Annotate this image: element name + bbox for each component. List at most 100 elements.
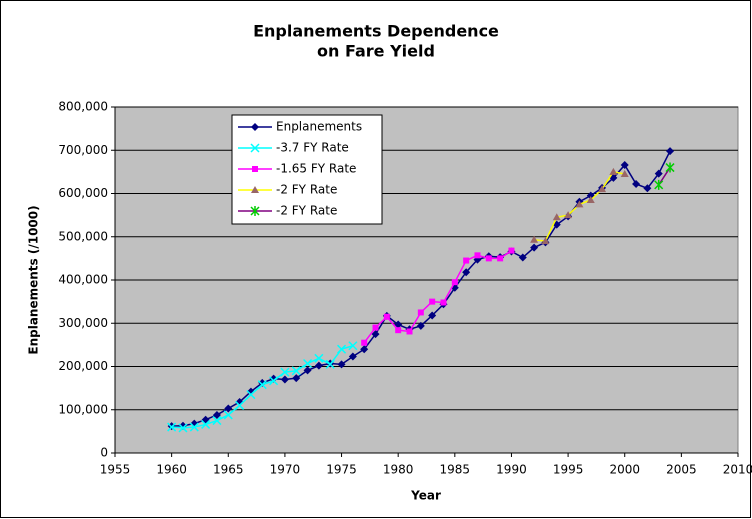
y-tick-label: 300,000 — [58, 316, 108, 330]
x-tick-label: 1990 — [496, 463, 527, 477]
x-axis-title: Year — [410, 489, 441, 503]
y-tick-label: 200,000 — [58, 359, 108, 373]
marker — [541, 237, 550, 245]
marker — [246, 390, 256, 400]
legend-label: -3.7 FY Rate — [276, 141, 349, 155]
marker — [292, 374, 301, 383]
marker — [632, 179, 641, 188]
marker — [348, 352, 357, 361]
marker — [235, 400, 245, 410]
marker — [250, 206, 260, 216]
legend-label: -1.65 FY Rate — [276, 162, 356, 176]
legend-label: -2 FY Rate — [276, 183, 337, 197]
legend-label: -2 FY Rate — [276, 204, 337, 218]
marker — [383, 313, 390, 320]
marker — [251, 186, 259, 193]
x-tick-label: 1970 — [270, 463, 301, 477]
y-tick-label: 600,000 — [58, 186, 108, 200]
marker — [598, 185, 607, 193]
marker — [518, 253, 527, 262]
marker — [280, 367, 290, 377]
x-tick-label: 2010 — [723, 463, 752, 477]
marker — [429, 298, 436, 305]
marker — [348, 341, 358, 351]
x-tick-label: 1995 — [553, 463, 584, 477]
marker — [654, 179, 664, 190]
x-tick-label: 2005 — [666, 463, 697, 477]
marker — [586, 195, 595, 203]
marker — [575, 200, 584, 208]
marker — [620, 160, 629, 169]
legend-label: Enplanements — [276, 120, 362, 134]
marker — [485, 255, 492, 262]
y-tick-label: 400,000 — [58, 273, 108, 287]
marker — [167, 422, 177, 432]
marker — [337, 344, 347, 354]
x-tick-label: 1980 — [383, 463, 414, 477]
marker — [654, 169, 663, 178]
marker — [428, 311, 437, 320]
marker — [665, 162, 675, 173]
marker — [291, 366, 301, 376]
y-tick-label: 700,000 — [58, 143, 108, 157]
marker — [189, 422, 199, 432]
y-axis-title: Enplanements (/1000) — [27, 205, 41, 354]
marker — [252, 166, 258, 172]
marker — [360, 345, 369, 354]
y-tick-label: 100,000 — [58, 402, 108, 416]
marker — [463, 257, 470, 264]
x-tick-label: 1955 — [100, 463, 131, 477]
chart-title: Enplanements Dependence — [253, 22, 499, 41]
marker — [258, 378, 267, 387]
marker — [666, 147, 675, 156]
marker — [280, 375, 289, 384]
marker — [564, 211, 573, 219]
marker — [620, 170, 629, 178]
marker — [609, 167, 618, 175]
marker — [395, 327, 402, 334]
marker — [314, 353, 324, 363]
marker — [462, 268, 471, 277]
marker — [474, 252, 481, 259]
marker — [224, 404, 233, 413]
marker — [451, 279, 458, 286]
marker — [440, 299, 447, 306]
marker — [371, 330, 380, 339]
x-tick-label: 1985 — [440, 463, 471, 477]
marker — [251, 123, 259, 131]
marker — [552, 213, 561, 221]
marker — [643, 184, 652, 193]
marker — [325, 359, 335, 369]
marker — [178, 423, 188, 433]
x-tick-label: 2000 — [609, 463, 640, 477]
x-tick-label: 1965 — [213, 463, 244, 477]
marker — [269, 374, 278, 383]
marker — [508, 247, 515, 254]
marker — [303, 366, 312, 375]
x-tick-label: 1975 — [326, 463, 357, 477]
marker — [417, 309, 424, 316]
y-tick-label: 0 — [100, 446, 108, 460]
marker — [223, 410, 233, 420]
marker — [394, 320, 403, 329]
y-tick-label: 500,000 — [58, 229, 108, 243]
marker — [212, 416, 222, 426]
x-tick-label: 1960 — [156, 463, 187, 477]
marker — [530, 235, 539, 243]
marker — [530, 243, 539, 252]
marker — [314, 361, 323, 370]
marker — [257, 380, 267, 390]
marker — [406, 328, 413, 335]
marker — [497, 255, 504, 262]
marker — [372, 324, 379, 331]
marker — [361, 339, 368, 346]
marker — [250, 143, 260, 153]
marker — [201, 419, 211, 429]
marker — [212, 410, 221, 419]
marker — [269, 376, 279, 386]
y-tick-label: 800,000 — [58, 100, 108, 114]
marker — [337, 360, 346, 369]
chart-title: on Fare Yield — [317, 42, 435, 61]
marker — [473, 255, 482, 264]
